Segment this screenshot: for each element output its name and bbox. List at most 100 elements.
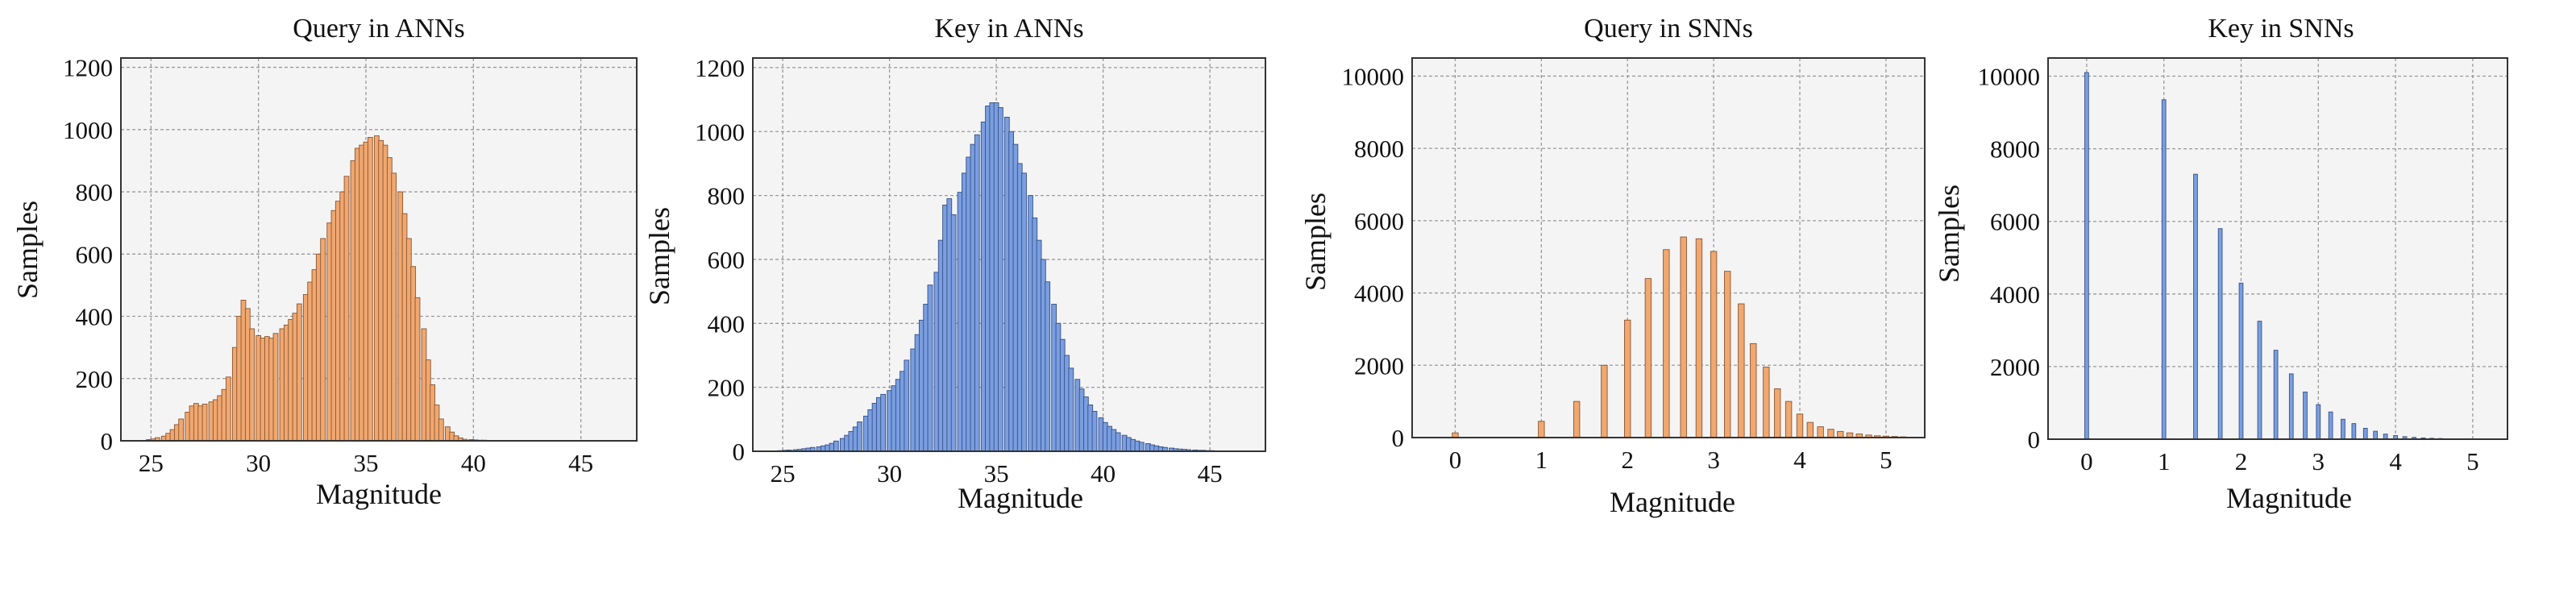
x-tick-label: 4 (2389, 447, 2402, 475)
x-tick-label: 30 (877, 459, 902, 488)
y-tick-label: 10000 (1978, 63, 2041, 91)
y-axis-label: Samples (643, 207, 675, 305)
histogram-bar (857, 421, 862, 452)
histogram-bar (1045, 281, 1051, 452)
panel-key-snn: 0 1 2 3 4 5 0 2000 4000 6000 8000 10000 Key in SNNs… (1933, 14, 2508, 514)
histogram-bar (2341, 418, 2345, 440)
panel-title: Key in ANNs (934, 14, 1083, 44)
histogram-bar (998, 107, 1003, 452)
x-tick-label: 0 (1449, 446, 1462, 474)
y-tick-label: 0 (1392, 424, 1405, 452)
histogram-bar (1538, 421, 1545, 438)
x-tick-label: 40 (461, 449, 486, 477)
histogram-bar (1724, 271, 1731, 438)
plot-frame (2047, 57, 2508, 440)
histogram-bar (2161, 99, 2167, 440)
histogram-bar (1710, 251, 1718, 438)
y-tick-label: 400 (76, 303, 114, 331)
histogram-bar (880, 393, 887, 452)
y-tick-label: 1000 (63, 116, 113, 144)
histogram-bar (343, 176, 350, 442)
histogram-bar (2084, 72, 2089, 440)
y-tick-label: 1000 (695, 118, 745, 146)
histogram-bar (833, 440, 839, 452)
histogram-bar (225, 376, 231, 442)
histogram-bar (974, 134, 980, 452)
x-axis-label: Magnitude (958, 482, 1083, 514)
panel-title: Query in ANNs (293, 14, 464, 44)
histogram-bar (2288, 373, 2294, 440)
histogram-bar (391, 172, 397, 442)
x-tick-label: 30 (246, 449, 271, 477)
x-axis-label: Magnitude (1610, 486, 1735, 518)
histogram-bar (1644, 278, 1652, 438)
histogram-bar (1806, 421, 1814, 438)
histogram-bar (1021, 172, 1027, 452)
histogram-bar (1138, 442, 1145, 452)
histogram-bar (2303, 391, 2308, 440)
histogram-bar (1680, 236, 1687, 438)
histogram-bar (1774, 388, 1781, 438)
histogram-bar (438, 418, 444, 442)
y-tick-label: 200 (76, 365, 114, 393)
histogram-bar (950, 214, 957, 452)
x-tick-label: 2 (1621, 446, 1634, 474)
histogram-bars (2084, 72, 2491, 440)
panel-query-snn: 0 1 2 3 4 5 0 2000 4000 6000 8000 10000 Query in SN… (1299, 14, 1926, 518)
panel-key-ann: 25 30 35 40 45 0 200 400 600 800 1000 1200 Key in A… (643, 14, 1266, 514)
y-tick-label: 8000 (1354, 135, 1404, 163)
histogram-bar (2193, 173, 2198, 440)
histogram-bar (927, 284, 933, 452)
histogram-bar (1695, 238, 1703, 438)
histogram-bar (2316, 404, 2321, 440)
histogram-bar (367, 137, 373, 442)
x-tick-label: 45 (568, 449, 593, 477)
histogram-bar (1068, 367, 1074, 452)
histogram-bar (1750, 342, 1757, 438)
y-tick-label: 600 (76, 240, 114, 268)
x-axis-label: Magnitude (2226, 482, 2352, 514)
x-tick-label: 2 (2235, 447, 2248, 475)
histogram-bars (778, 102, 1239, 452)
histogram-bar (249, 328, 256, 442)
x-tick-label: 5 (1880, 446, 1893, 474)
histogram-bar (414, 297, 421, 442)
histogram-bar (1796, 413, 1804, 438)
y-axis-label: Samples (1933, 185, 1965, 283)
histogram-bar (1837, 430, 1844, 438)
histogram-bar (2373, 430, 2379, 440)
y-tick-label: 0 (101, 427, 114, 455)
tick-labels: 0 1 2 3 4 5 0 2000 4000 6000 8000 10000 (1342, 62, 1893, 474)
y-tick-label: 0 (733, 438, 746, 466)
tick-labels: 0 1 2 3 4 5 0 2000 4000 6000 8000 10000 (1978, 63, 2479, 475)
histogram-bar (320, 238, 326, 442)
histogram-bar (272, 333, 279, 442)
x-tick-label: 35 (354, 449, 379, 477)
x-tick-label: 0 (2080, 447, 2093, 475)
histogram-bar (1115, 432, 1121, 452)
histogram-bars (1452, 236, 1907, 438)
y-tick-label: 4000 (1990, 280, 2040, 309)
y-tick-label: 2000 (1990, 353, 2040, 381)
panel-query-ann: 25 30 35 40 45 0 200 400 600 800 1000 1200 Query in… (11, 14, 638, 510)
histogram-bar (296, 303, 302, 442)
histogram-bar (2217, 228, 2223, 440)
x-tick-label: 5 (2466, 447, 2479, 475)
panel-title: Query in SNNs (1584, 14, 1753, 44)
histogram-bar (2351, 423, 2357, 440)
x-tick-label: 4 (1793, 446, 1806, 474)
y-axis-label: Samples (1299, 193, 1332, 291)
x-tick-label: 35 (984, 459, 1009, 488)
plot-frame (120, 57, 638, 442)
histogram-bar (1785, 401, 1793, 438)
histogram-bar (1817, 426, 1824, 438)
x-tick-label: 3 (1707, 446, 1720, 474)
histogram-bar (2257, 321, 2262, 440)
histogram-bar (1827, 429, 1834, 438)
y-tick-label: 0 (2028, 425, 2041, 454)
y-tick-label: 10000 (1342, 62, 1405, 90)
y-tick-label: 1200 (695, 54, 745, 82)
x-tick-label: 45 (1198, 459, 1223, 488)
histogram-bar (1573, 401, 1581, 438)
y-tick-label: 400 (708, 309, 746, 338)
